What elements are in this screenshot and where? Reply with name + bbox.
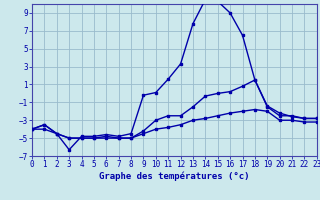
- X-axis label: Graphe des températures (°c): Graphe des températures (°c): [99, 172, 250, 181]
